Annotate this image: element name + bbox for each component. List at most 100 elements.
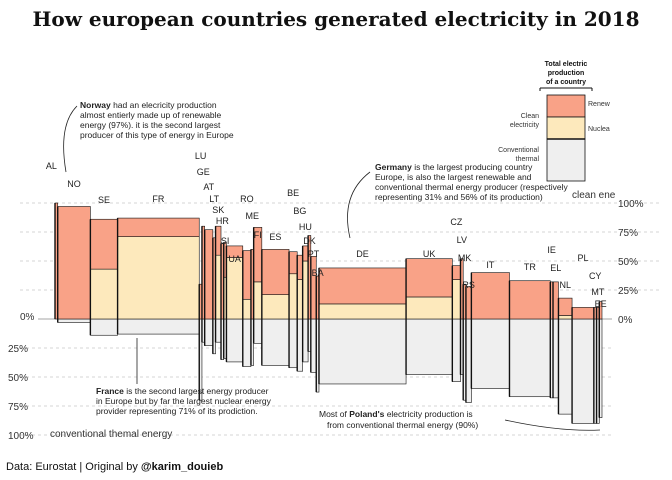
tick-lower: 75% — [8, 402, 28, 413]
bar-it — [470, 272, 510, 389]
segment-thermal — [571, 318, 595, 424]
bar-si — [223, 242, 227, 359]
segment-nuclear — [558, 315, 573, 320]
segment-renewable — [558, 297, 573, 316]
svg-text:provider representing 71% of i: provider representing 71% of its prodict… — [96, 406, 258, 416]
segment-nuclear — [90, 268, 118, 320]
segment-thermal — [302, 318, 309, 363]
segment-renewable — [57, 206, 91, 320]
legend-clean-2: electricity — [510, 122, 540, 129]
segment-thermal — [296, 318, 303, 372]
country-label: ES — [269, 232, 281, 242]
bar-tr — [508, 280, 551, 398]
country-label: MT — [591, 287, 604, 297]
segment-thermal — [215, 318, 222, 343]
annotation-norway: Norway had an elecricity production almo… — [63, 100, 234, 173]
country-label: CY — [589, 271, 602, 281]
legend-nuclear-label: Nuclea — [588, 126, 610, 133]
segment-thermal — [558, 318, 573, 415]
country-label: MK — [458, 253, 472, 263]
segment-thermal — [253, 318, 263, 344]
country-label: RS — [462, 280, 475, 290]
legend: Total electric production of a country R… — [498, 61, 611, 182]
country-label: SI — [221, 236, 230, 246]
tick-upper: 25% — [618, 286, 638, 297]
segment-thermal — [90, 318, 118, 336]
country-label: HR — [216, 216, 229, 226]
country-label: LV — [457, 235, 467, 245]
tick-upper: 50% — [618, 257, 638, 268]
annotation-france: France is the second largest energy prod… — [96, 338, 272, 416]
bar-at — [203, 229, 214, 346]
country-label: SE — [98, 195, 110, 205]
bar-be — [288, 251, 298, 369]
country-label: NO — [67, 179, 81, 189]
country-label: HU — [299, 222, 312, 232]
segment-renewable — [288, 251, 298, 275]
svg-text:almost entierly made up of ren: almost entierly made up of renewable — [80, 110, 222, 120]
lower-axis: 25% 50% 75% 100% — [8, 344, 34, 442]
country-label: CZ — [450, 217, 462, 227]
country-label: AT — [203, 182, 214, 192]
segment-nuclear — [242, 298, 252, 320]
legend-title-1: Total electric — [545, 61, 588, 68]
legend-title-2: production — [548, 70, 585, 77]
source-credit: Data: Eurostat | Original by @karim_doui… — [6, 461, 223, 473]
bar-pl — [571, 307, 595, 424]
segment-thermal — [552, 318, 559, 399]
segment-thermal — [57, 318, 91, 323]
segment-nuclear — [318, 303, 407, 320]
segment-renewable — [242, 250, 252, 300]
legend-renewable-label: Renew — [588, 101, 611, 108]
legend-clean-1: Clean — [521, 113, 539, 120]
segment-thermal — [226, 318, 244, 363]
country-label: RO — [240, 194, 254, 204]
svg-text:Most of Poland's electricity p: Most of Poland's electricity production … — [319, 409, 473, 419]
svg-text:Europe, is also the largest re: Europe, is also the largest renewable an… — [375, 172, 532, 182]
segment-nuclear — [253, 281, 263, 320]
bar-es — [261, 249, 290, 366]
bar-no — [57, 206, 91, 323]
segment-renewable — [117, 217, 200, 237]
tick-upper: 100% — [618, 199, 644, 210]
country-label: ME — [246, 211, 260, 221]
segment-nuclear — [452, 279, 461, 320]
country-label: LT — [209, 194, 219, 204]
segment-renewable — [471, 272, 510, 320]
legend-thermal-1: Conventional — [498, 147, 539, 154]
segment-nuclear — [117, 236, 200, 320]
tick-lower: 50% — [8, 373, 28, 384]
svg-text:conventional thermal energy pr: conventional thermal energy producer (re… — [375, 182, 569, 192]
country-label: TR — [524, 262, 536, 272]
country-label: NL — [560, 280, 572, 290]
segment-renewable — [452, 265, 461, 280]
segment-thermal — [204, 318, 214, 346]
segment-renewable — [509, 280, 551, 320]
axis-label-thermal: conventional themal energy — [50, 429, 172, 440]
svg-text:producer of this type of energ: producer of this type of energy in Europ… — [80, 130, 234, 140]
country-label: FI — [254, 230, 262, 240]
country-label: DK — [303, 236, 316, 246]
segment-nuclear — [405, 296, 453, 320]
svg-text:Norway had an elecricity produ: Norway had an elecricity production — [80, 100, 217, 110]
bar-hu — [301, 245, 309, 363]
svg-text:energy (97%). it is the second: energy (97%). it is the second largest — [80, 120, 221, 130]
tick-zero-left: 0% — [20, 312, 35, 323]
legend-nuclear-swatch — [546, 116, 586, 140]
upper-axis: 0% 25% 50% 75% 100% 0% — [20, 199, 644, 326]
segment-renewable — [552, 281, 559, 320]
country-label: BA — [312, 268, 324, 278]
svg-text:Germany is the largest produci: Germany is the largest producing country — [375, 162, 533, 172]
svg-text:France is the second largest e: France is the second largest energy prod… — [96, 386, 269, 396]
bar-bg — [296, 254, 303, 372]
bar-ro — [242, 250, 252, 367]
bar-fr — [116, 217, 200, 335]
segment-renewable — [465, 286, 472, 320]
bars — [54, 202, 603, 424]
country-label: AL — [46, 161, 57, 171]
bar-cz — [451, 265, 461, 382]
segment-thermal — [452, 318, 461, 382]
segment-renewable — [296, 254, 303, 280]
country-label: EL — [550, 263, 561, 273]
annotation-poland: Most of Poland's electricity production … — [319, 409, 601, 431]
